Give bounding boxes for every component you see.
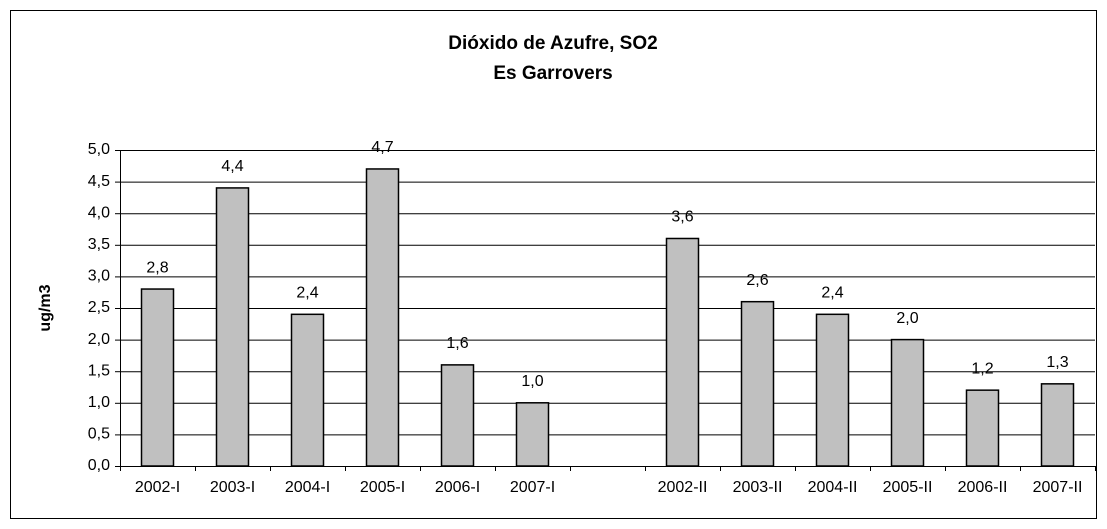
chart-subtitle: Es Garrovers: [493, 63, 612, 84]
y-tick-label: 5,0: [88, 141, 110, 158]
data-label: 2,4: [296, 285, 318, 302]
bar: [515, 402, 550, 467]
y-tick-label: 3,0: [88, 268, 110, 285]
bar: [815, 313, 850, 467]
data-label: 4,7: [371, 139, 393, 156]
bar: [290, 313, 325, 467]
y-tick-label: 2,5: [88, 299, 110, 316]
y-tick-label: 4,0: [88, 204, 110, 221]
x-tick-label: 2005-II: [883, 479, 933, 496]
x-tick-label: 2006-I: [435, 479, 480, 496]
bar: [440, 364, 475, 467]
bar: [740, 300, 775, 467]
x-tick-label: 2002-I: [135, 479, 180, 496]
x-tick-label: 2007-II: [1033, 479, 1083, 496]
x-tick-label: 2007-I: [510, 479, 555, 496]
data-label: 2,8: [146, 259, 168, 276]
x-tick-label: 2004-I: [285, 479, 330, 496]
y-tick-label: 0,0: [88, 457, 110, 474]
bar: [215, 187, 250, 467]
y-axis-label: ug/m3: [37, 284, 54, 331]
y-tick-label: 1,5: [88, 362, 110, 379]
x-tick-label: 2004-II: [808, 479, 858, 496]
data-label: 4,4: [221, 158, 243, 175]
data-label: 1,0: [521, 373, 543, 390]
y-tick-label: 4,5: [88, 173, 110, 190]
x-tick-label: 2005-I: [360, 479, 405, 496]
bar: [965, 389, 1000, 467]
y-tick-label: 0,5: [88, 426, 110, 443]
data-label: 3,6: [671, 209, 693, 226]
y-tick-label: 1,0: [88, 394, 110, 411]
y-tick-label: 3,5: [88, 236, 110, 253]
data-label: 2,0: [896, 310, 918, 327]
bar: [890, 338, 925, 467]
x-tick-label: 2006-II: [958, 479, 1008, 496]
y-tick-label: 2,0: [88, 331, 110, 348]
x-tick-label: 2003-II: [733, 479, 783, 496]
chart-title: Dióxido de Azufre, SO2: [448, 33, 657, 54]
data-label: 1,2: [971, 360, 993, 377]
x-tick-label: 2002-II: [658, 479, 708, 496]
data-label: 1,6: [446, 335, 468, 352]
data-label: 2,6: [746, 272, 768, 289]
bar: [365, 168, 400, 467]
bar: [1040, 383, 1075, 467]
bar: [665, 237, 700, 467]
data-label: 1,3: [1046, 354, 1068, 371]
x-tick-label: 2003-I: [210, 479, 255, 496]
data-label: 2,4: [821, 285, 843, 302]
bar: [140, 288, 175, 467]
